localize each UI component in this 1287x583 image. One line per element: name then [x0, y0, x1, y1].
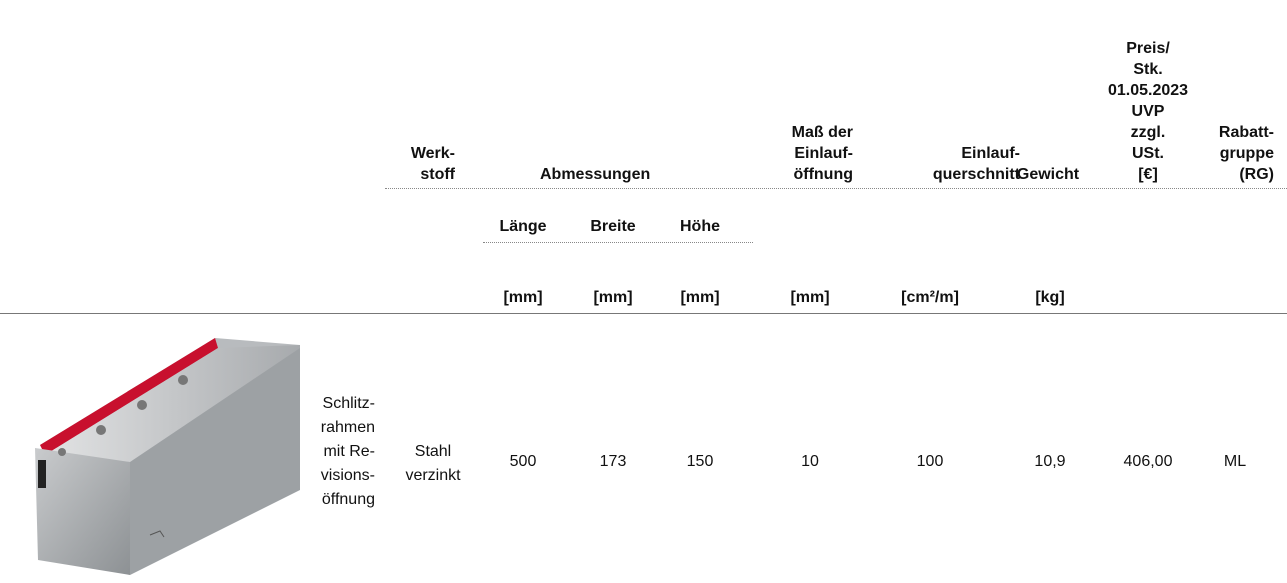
- description: Schlitz- rahmen mit Re- visions- öffnung: [321, 392, 375, 512]
- header-divider: [385, 188, 1287, 189]
- sub-header: Höhe: [655, 216, 745, 237]
- cell: 10: [760, 451, 860, 472]
- cell-werkstoff: Stahl verzinkt: [383, 440, 483, 488]
- header-preis: Preis/ Stk. 01.05.2023 UVP zzgl. USt. [€…: [1093, 38, 1203, 185]
- cell: 10,9: [1000, 451, 1100, 472]
- header-mass: Maß der Einlauf- öffnung: [792, 122, 853, 185]
- cell: 173: [563, 451, 663, 472]
- header-abmessungen: Abmessungen: [540, 164, 650, 185]
- unit: [cm²/m]: [880, 287, 980, 308]
- cell: 150: [650, 451, 750, 472]
- header-rabatt: Rabatt- gruppe (RG): [1219, 122, 1274, 185]
- cell: 100: [880, 451, 980, 472]
- sub-divider: [483, 242, 753, 243]
- table-rule: [0, 313, 1287, 314]
- unit: [mm]: [650, 287, 750, 308]
- product-image: [0, 320, 310, 583]
- header-querschnitt: Einlauf- querschnitt: [880, 143, 1020, 185]
- unit: [mm]: [563, 287, 663, 308]
- cell: 500: [473, 451, 573, 472]
- unit: [mm]: [473, 287, 573, 308]
- cell: 406,00: [1098, 451, 1198, 472]
- sub-header: Länge: [478, 216, 568, 237]
- sub-header: Breite: [568, 216, 658, 237]
- header-gewicht: Gewicht: [1010, 164, 1086, 185]
- unit: [kg]: [1000, 287, 1100, 308]
- page: Werk- stoff Abmessungen Maß der Einlauf-…: [0, 0, 1287, 583]
- unit: [mm]: [760, 287, 860, 308]
- cell: ML: [1185, 451, 1285, 472]
- header-werkstoff: Werk- stoff: [411, 143, 455, 185]
